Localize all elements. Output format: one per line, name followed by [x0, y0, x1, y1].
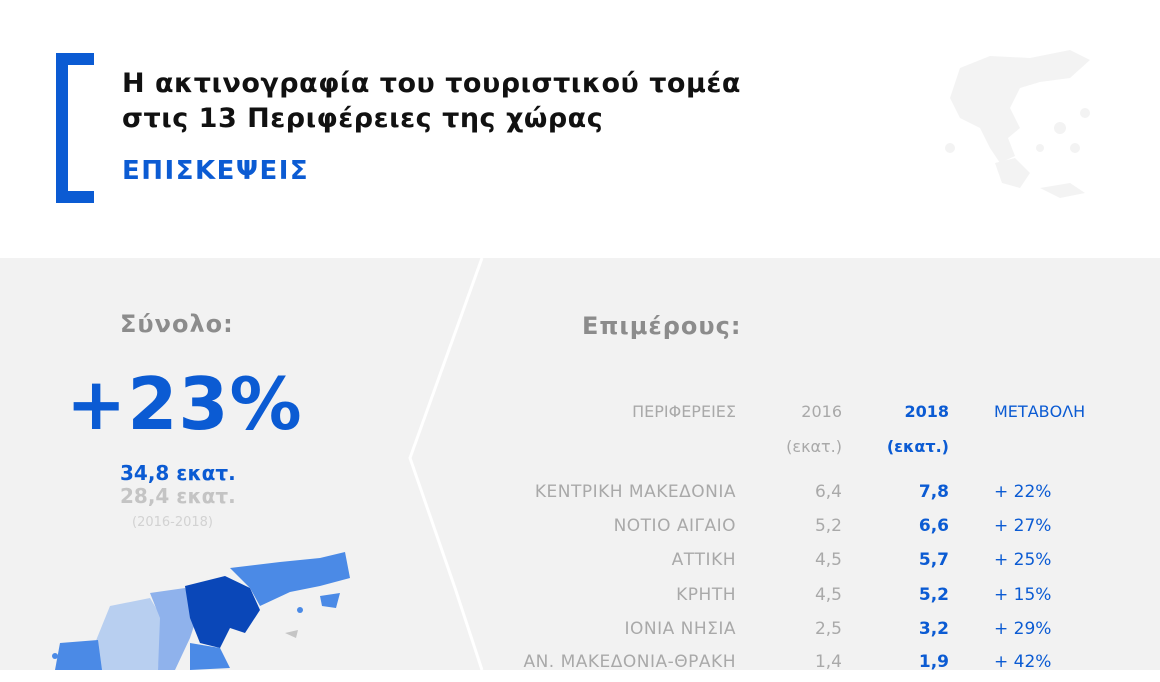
- summary-value-2018: 34,8 εκατ.: [120, 461, 236, 485]
- value-2016: 5,2: [814, 516, 842, 536]
- table-row: ΑΝ. ΜΑΚΕΔΟΝΙΑ-ΘΡΑΚΗ 1,4 1,9 + 42%: [0, 652, 1160, 682]
- header-region: ΠΕΡΙΦΕΡΕΙΕΣ: [632, 402, 736, 421]
- region-map-icon: [52, 552, 350, 670]
- summary-value-2016: 28,4 εκατ.: [120, 484, 236, 508]
- region-name: ΑΝ. ΜΑΚΕΔΟΝΙΑ-ΘΡΑΚΗ: [523, 652, 736, 672]
- value-2016: 4,5: [814, 585, 842, 605]
- region-name: ΝΟΤΙΟ ΑΙΓΑΙΟ: [613, 516, 736, 536]
- greece-map-icon: [945, 50, 1090, 198]
- value-2018: 5,7: [918, 550, 949, 570]
- value-change: + 42%: [994, 652, 1052, 672]
- value-change: + 15%: [994, 585, 1052, 605]
- table-row: ΚΕΝΤΡΙΚΗ ΜΑΚΕΔΟΝΙΑ 6,4 7,8 + 22%: [0, 482, 1160, 512]
- value-change: + 22%: [994, 482, 1052, 502]
- table-row: ΝΟΤΙΟ ΑΙΓΑΙΟ 5,2 6,6 + 27%: [0, 516, 1160, 546]
- summary-label: Σύνολο:: [120, 310, 234, 338]
- page-title: Η ακτινογραφία του τουριστικού τομέα στις…: [122, 68, 741, 134]
- value-2018: 5,2: [918, 585, 949, 605]
- value-2016: 4,5: [814, 550, 842, 570]
- value-change: + 27%: [994, 516, 1052, 536]
- header-section: [0, 0, 1160, 258]
- panel-divider-line: [408, 258, 484, 670]
- header-2016: 2016: [801, 402, 842, 421]
- page-subtitle: ΕΠΙΣΚΕΨΕΙΣ: [122, 156, 310, 186]
- header-2018: 2018: [904, 402, 949, 421]
- summary-period: (2016-2018): [132, 515, 214, 530]
- table-row: ΑΤΤΙΚΗ 4,5 5,7 + 25%: [0, 550, 1160, 580]
- region-name: ΚΕΝΤΡΙΚΗ ΜΑΚΕΔΟΝΙΑ: [534, 482, 736, 502]
- table-row: ΙΟΝΙΑ ΝΗΣΙΑ 2,5 3,2 + 29%: [0, 619, 1160, 649]
- summary-change: +23%: [66, 362, 303, 446]
- value-change: + 25%: [994, 550, 1052, 570]
- bracket-decoration: [56, 53, 94, 203]
- detail-label: Επιμέρους:: [582, 312, 742, 340]
- value-2016: 2,5: [814, 619, 842, 639]
- table-row: ΚΡΗΤΗ 4,5 5,2 + 15%: [0, 585, 1160, 615]
- value-2016: 1,4: [814, 652, 842, 672]
- value-2018: 3,2: [918, 619, 949, 639]
- value-2018: 7,8: [918, 482, 949, 502]
- value-change: + 29%: [994, 619, 1052, 639]
- header-2018-unit: (εκατ.): [886, 437, 949, 456]
- header-2016-unit: (εκατ.): [786, 437, 842, 456]
- header-change: ΜΕΤΑΒΟΛΗ: [994, 402, 1086, 421]
- region-name: ΙΟΝΙΑ ΝΗΣΙΑ: [624, 619, 736, 639]
- value-2018: 1,9: [918, 652, 949, 672]
- value-2016: 6,4: [814, 482, 842, 502]
- value-2018: 6,6: [918, 516, 949, 536]
- region-name: ΑΤΤΙΚΗ: [671, 550, 736, 570]
- region-name: ΚΡΗΤΗ: [676, 585, 736, 605]
